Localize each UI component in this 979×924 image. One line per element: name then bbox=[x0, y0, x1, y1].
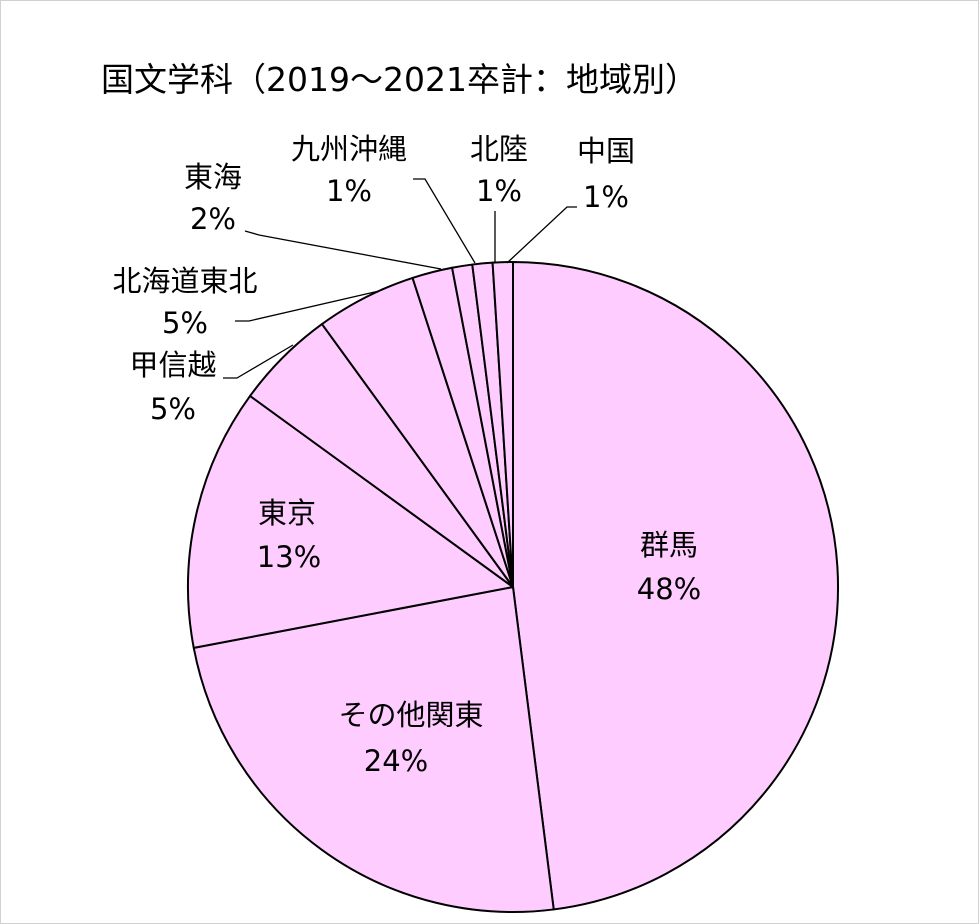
slice-value-label-5: 5% bbox=[162, 306, 208, 340]
slice-name-label-7: 九州沖縄 bbox=[291, 132, 407, 166]
slice-name-label-1: 群馬 bbox=[640, 528, 698, 562]
slice-value-label-9: 1% bbox=[583, 180, 629, 214]
slice-name-label-6: 東海 bbox=[184, 160, 242, 194]
slice-name-label-5: 北海道東北 bbox=[112, 264, 257, 298]
slice-value-label-2: 24% bbox=[364, 744, 428, 778]
pie-slice-1 bbox=[512, 261, 839, 911]
pie-slice-2 bbox=[192, 586, 555, 913]
slice-name-label-3: 東京 bbox=[258, 496, 316, 530]
slice-name-label-4: 甲信越 bbox=[129, 348, 216, 382]
slice-value-label-7: 1% bbox=[326, 174, 372, 208]
leader-line-4 bbox=[223, 344, 294, 379]
leader-line-7 bbox=[413, 178, 476, 264]
slice-value-label-3: 13% bbox=[257, 540, 321, 574]
slice-value-label-6: 2% bbox=[190, 202, 236, 236]
slice-value-label-8: 1% bbox=[476, 174, 522, 208]
slice-value-label-1: 48% bbox=[637, 572, 701, 606]
leader-line-6 bbox=[244, 230, 442, 270]
pie-slice-3 bbox=[187, 394, 514, 649]
slice-name-label-2: その他関東 bbox=[338, 698, 483, 732]
slice-name-label-8: 北陸 bbox=[470, 132, 528, 166]
leader-line-5 bbox=[235, 290, 380, 322]
slice-name-label-9: 中国 bbox=[577, 134, 635, 168]
chart-title: 国文学科（2019～2021卒計：地域別） bbox=[101, 60, 698, 99]
pie-slice-9 bbox=[491, 260, 514, 588]
leader-line-9 bbox=[506, 206, 577, 264]
slice-value-label-4: 5% bbox=[150, 392, 196, 426]
